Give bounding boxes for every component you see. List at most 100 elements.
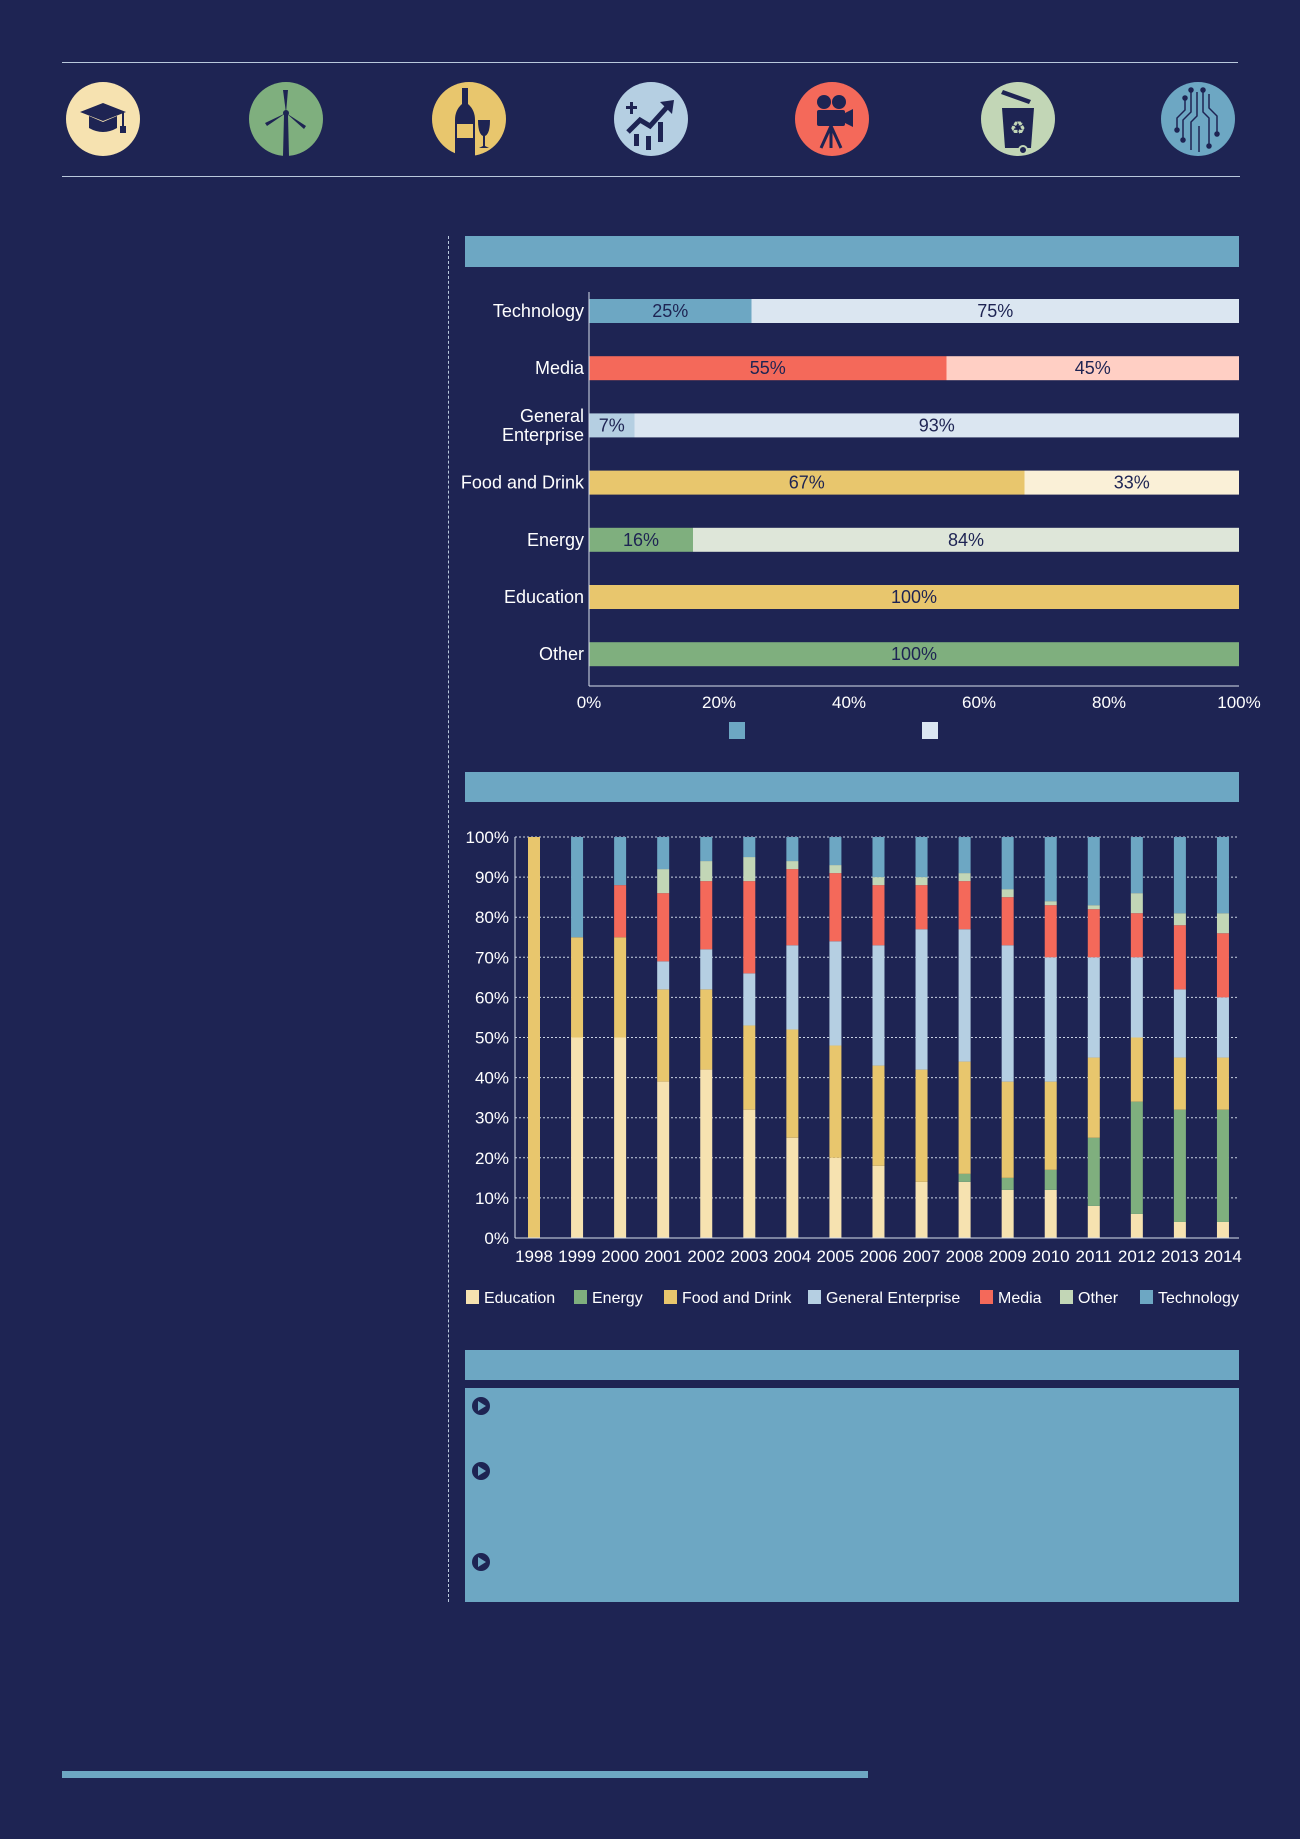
section-header-bar-1 [465,236,1239,267]
bar-segment [528,837,540,1238]
play-bullet-icon [472,1553,490,1571]
data-label: 33% [1114,473,1150,493]
bar-segment [1044,1189,1057,1238]
bar-segment [1216,1221,1229,1238]
bar-segment [1001,1081,1014,1178]
x-tick-label: 2011 [1075,1247,1112,1266]
bar-segment [1130,957,1143,1038]
bar-segment [700,837,713,862]
bar-segment [1216,1109,1229,1222]
bar-segment [1173,989,1186,1058]
bar-segment [634,413,1239,438]
x-tick-label: 2000 [601,1247,639,1266]
bar-segment [743,1025,756,1110]
bar-segment [700,881,713,950]
bar-segment [657,961,670,990]
y-tick-label: 50% [475,1029,509,1048]
data-label: 93% [919,415,955,435]
bar-segment [614,885,627,938]
x-tick-label: 100% [1217,693,1260,712]
category-label: Enterprise [502,425,584,445]
bar-segment [614,837,627,886]
bar-segment [1130,1213,1143,1238]
data-label: 55% [750,358,786,378]
legend-swatch [922,722,938,739]
bar-segment [751,299,1239,323]
x-tick-label: 1999 [558,1247,596,1266]
bar-segment [1130,837,1143,894]
legend-swatch [574,1290,587,1304]
bar-segment [1044,901,1057,906]
bar-segment [1044,905,1057,958]
legend-swatch [466,1290,479,1304]
bar-segment [1087,1137,1100,1206]
y-tick-label: 60% [475,988,509,1007]
bar-segment [958,929,971,1062]
bar-segment [946,356,1239,381]
legend-swatch [980,1290,993,1304]
data-label: 7% [599,415,625,435]
category-label: Media [535,358,585,378]
data-label: 75% [977,301,1013,321]
circuit-icon [1161,82,1235,156]
bar-segment [1173,913,1186,926]
x-tick-label: 2013 [1161,1247,1199,1266]
bar-segment [657,869,670,894]
bar-segment [1087,837,1100,906]
y-tick-label: 0% [484,1229,509,1248]
x-tick-label: 2014 [1204,1247,1242,1266]
y-tick-label: 100% [466,828,509,847]
wine-bottle-icon [432,82,506,156]
x-tick-label: 0% [577,693,602,712]
bar-segment [829,837,842,866]
bar-segment [743,857,756,882]
y-tick-label: 30% [475,1109,509,1128]
bar-segment [829,873,842,942]
bar-segment [589,413,635,438]
bar-segment [1130,1037,1143,1102]
bar-segment [829,865,842,874]
bar-segment [589,527,693,552]
bar-segment [1087,1205,1100,1238]
legend-label: Technology [1158,1290,1239,1307]
data-label: 84% [948,530,984,550]
legend-swatch [1140,1290,1153,1304]
sector-mix-by-year-chart: 0% 10% 20% 30% 40% 50% 60% 70% 80% 90% 100% 1998 199… [466,828,1242,1307]
category-label: Technology [493,301,584,321]
category-label: Education [504,587,584,607]
bar-segment [657,989,670,1082]
play-bullet-icon [472,1397,490,1415]
bar-segment [657,893,670,962]
bar-segment [1216,837,1229,914]
x-tick-label: 60% [962,693,996,712]
legend-label: General Enterprise [826,1290,960,1307]
bar-segment [915,877,928,886]
legend-label: Media [998,1290,1042,1307]
bar-segment [589,356,947,381]
category-label: General [520,406,584,426]
bar-segment [657,1081,670,1238]
top-divider [62,62,1238,63]
data-label: 45% [1075,358,1111,378]
bar-segment [829,1157,842,1238]
category-label: Energy [527,530,584,550]
legend-swatch [664,1290,677,1304]
play-bullet-icon [472,1462,490,1480]
bar-segment [743,1109,756,1238]
recycle-bin-icon: ♻ [981,82,1055,156]
section-header-bar-3 [465,1350,1239,1380]
bar-segment [1173,837,1186,914]
bar-segment [1173,1109,1186,1222]
bar-segment [872,885,885,946]
bar-segment [1024,470,1239,495]
svg-text:♻: ♻ [1010,118,1026,138]
bar-segment [693,527,1239,552]
bar-segment [872,1165,885,1238]
bar-segment [1001,889,1014,898]
x-tick-label: 40% [832,693,866,712]
bar-segment [589,642,1239,667]
bar-segment [1001,1189,1014,1238]
bar-segment [872,1065,885,1166]
y-tick-label: 70% [475,948,509,967]
